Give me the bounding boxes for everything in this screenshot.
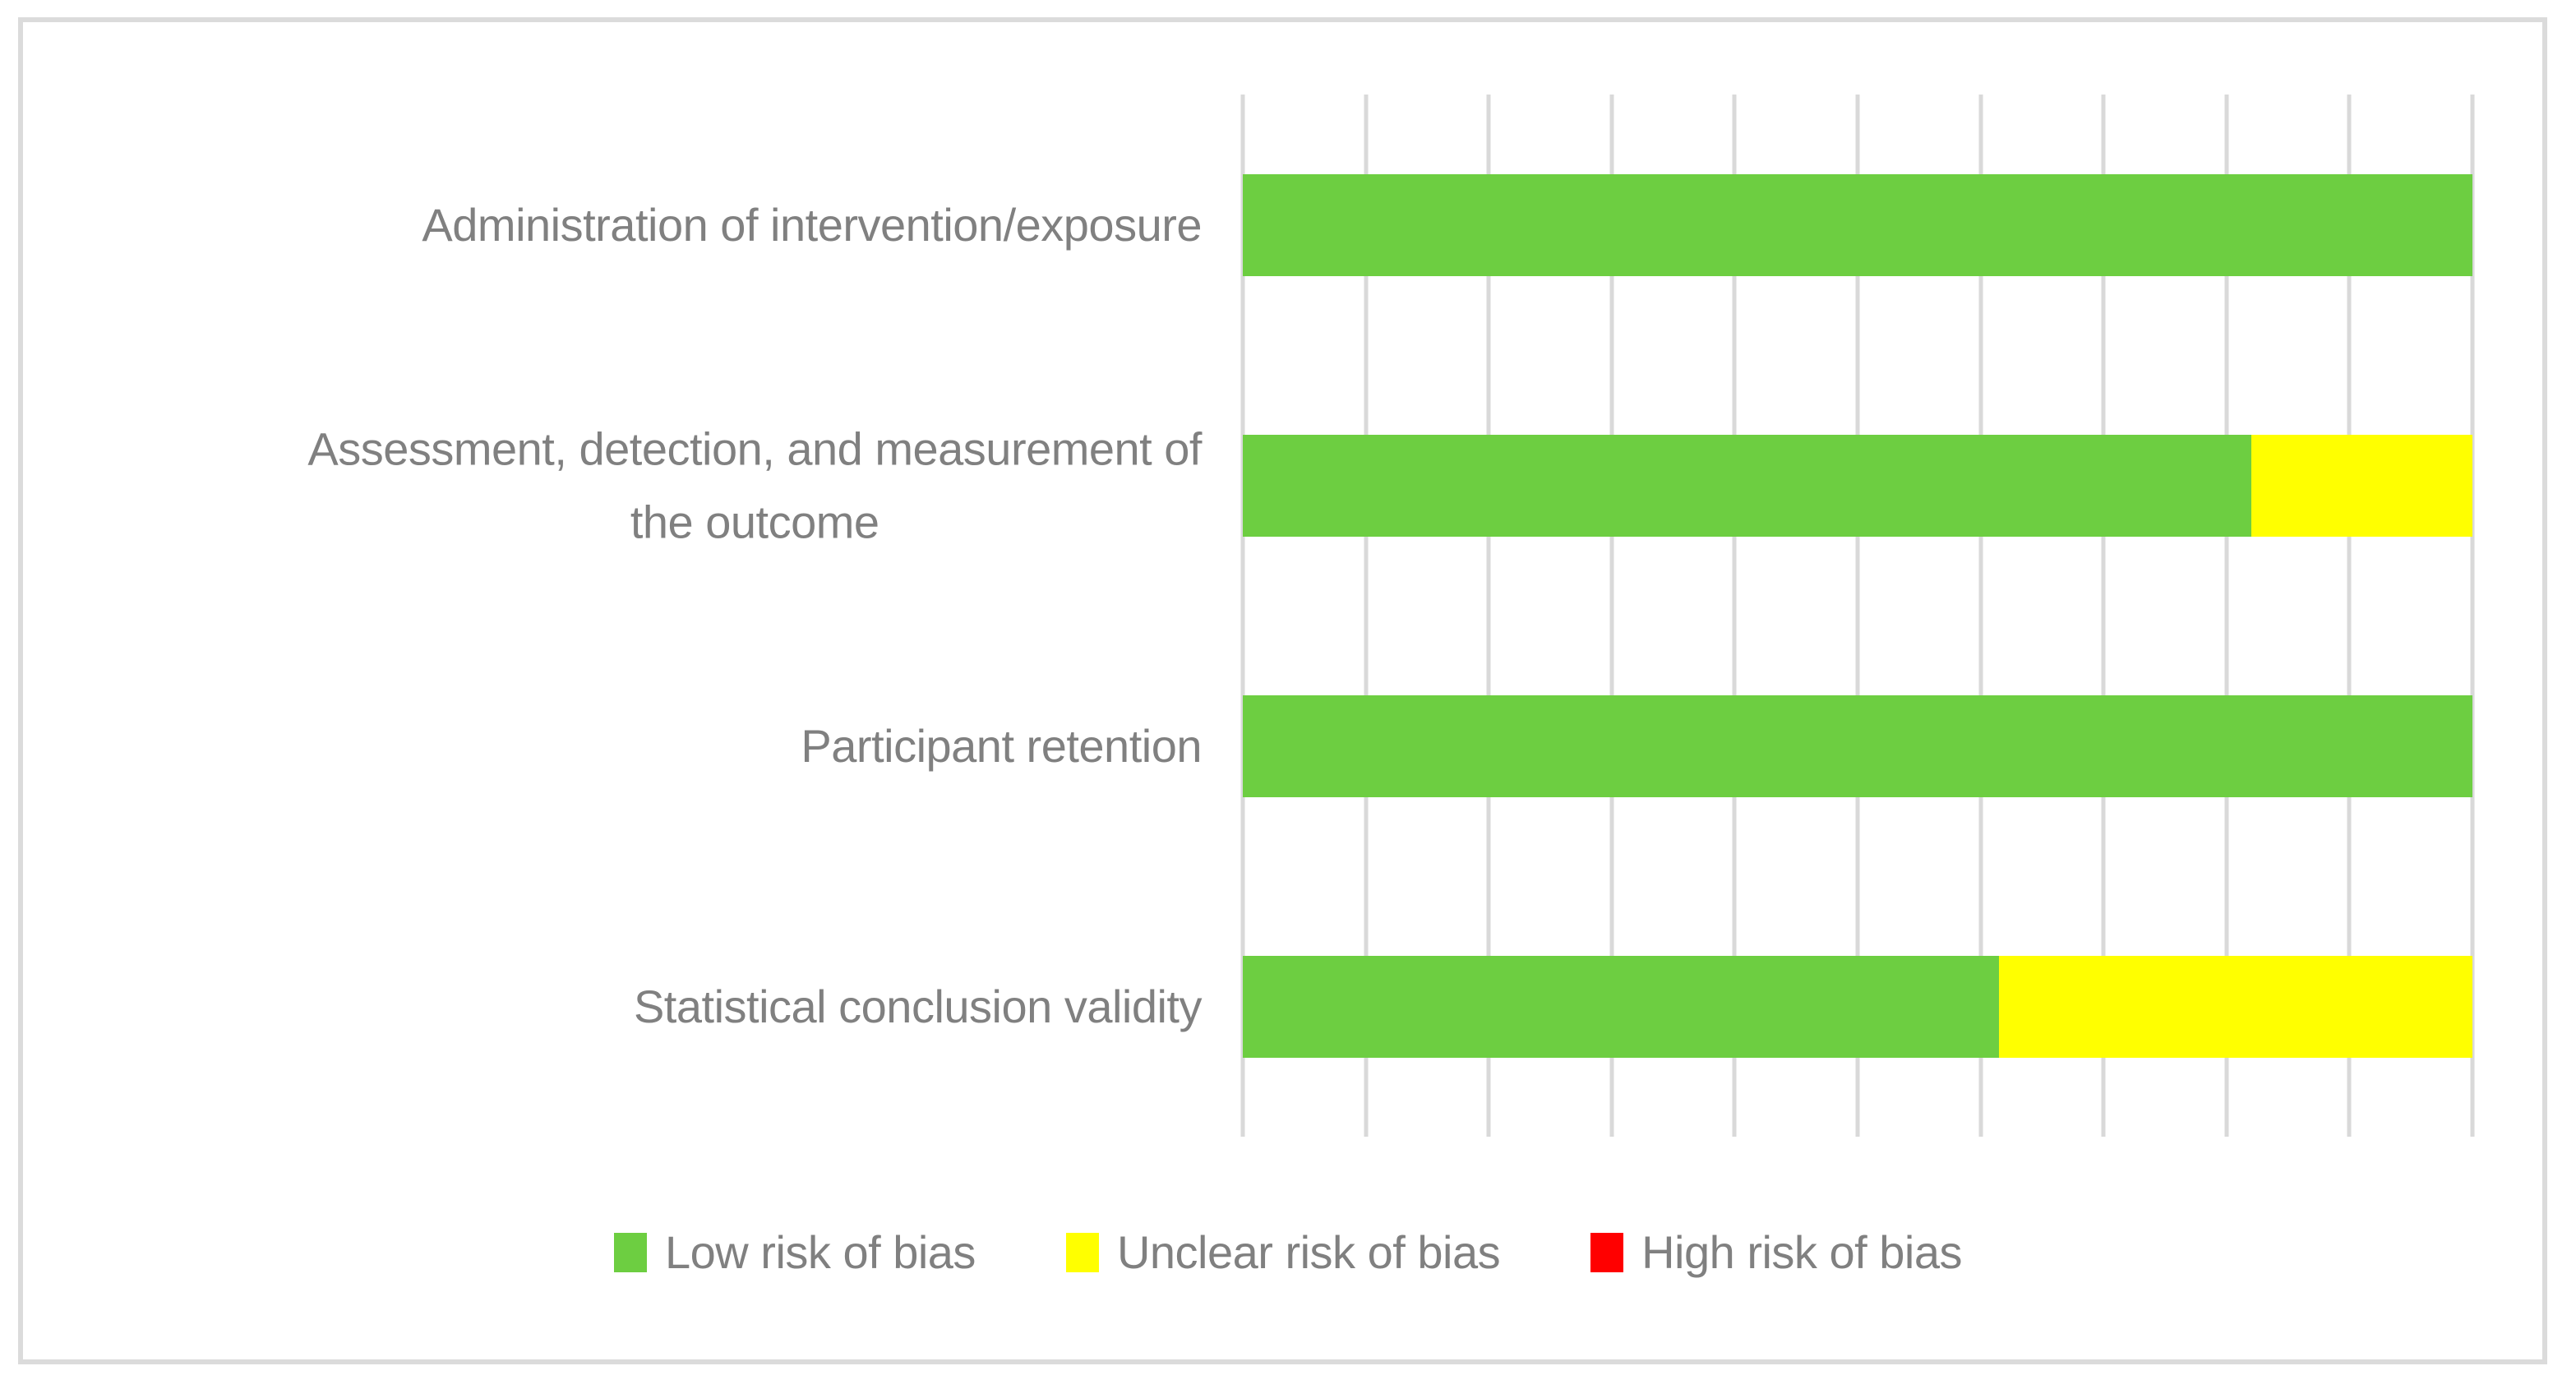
plot-area xyxy=(1240,95,2475,1137)
bar-segment-unclear-risk xyxy=(2251,434,2472,537)
gridline xyxy=(2101,95,2106,1137)
gridline xyxy=(2470,95,2475,1137)
gridline xyxy=(1486,95,1491,1137)
bar-segment-unclear-risk xyxy=(1999,955,2472,1058)
category-label: Administration of intervention/exposure xyxy=(422,198,1202,251)
legend-label: High risk of bias xyxy=(1641,1226,1962,1278)
unclear-risk-swatch-icon xyxy=(1065,1233,1099,1272)
bar-segment-low-risk xyxy=(1243,694,2472,797)
low-risk-swatch-icon xyxy=(614,1233,647,1272)
bar-segment-low-risk xyxy=(1243,173,2472,276)
gridline xyxy=(2224,95,2229,1137)
bar-row xyxy=(1243,955,2472,1058)
gridline xyxy=(1240,95,1245,1137)
legend-item-unclear-risk: Unclear risk of bias xyxy=(1065,1226,1501,1278)
legend: Low risk of bias Unclear risk of bias Hi… xyxy=(0,1230,2576,1276)
gridline xyxy=(2347,95,2352,1137)
legend-label: Unclear risk of bias xyxy=(1116,1226,1501,1278)
category-label: Assessment, detection, and measurement o… xyxy=(307,422,1202,548)
legend-item-low-risk: Low risk of bias xyxy=(614,1230,976,1276)
category-label: Statistical conclusion validity xyxy=(633,980,1203,1032)
gridline xyxy=(1364,95,1369,1137)
bar-segment-low-risk xyxy=(1243,955,2000,1058)
legend-item-high-risk: High risk of bias xyxy=(1590,1230,1962,1276)
bar-row xyxy=(1243,434,2472,537)
category-label: Participant retention xyxy=(801,719,1202,772)
gridline xyxy=(1609,95,1614,1137)
legend-label: Low risk of bias xyxy=(665,1226,976,1278)
gridline xyxy=(1978,95,1983,1137)
gridline xyxy=(1855,95,1860,1137)
bar-row xyxy=(1243,694,2472,797)
high-risk-swatch-icon xyxy=(1590,1233,1624,1272)
bar-segment-low-risk xyxy=(1243,434,2251,537)
chart-border-frame xyxy=(18,17,2547,1364)
bar-row xyxy=(1243,173,2472,276)
gridline xyxy=(1732,95,1737,1137)
